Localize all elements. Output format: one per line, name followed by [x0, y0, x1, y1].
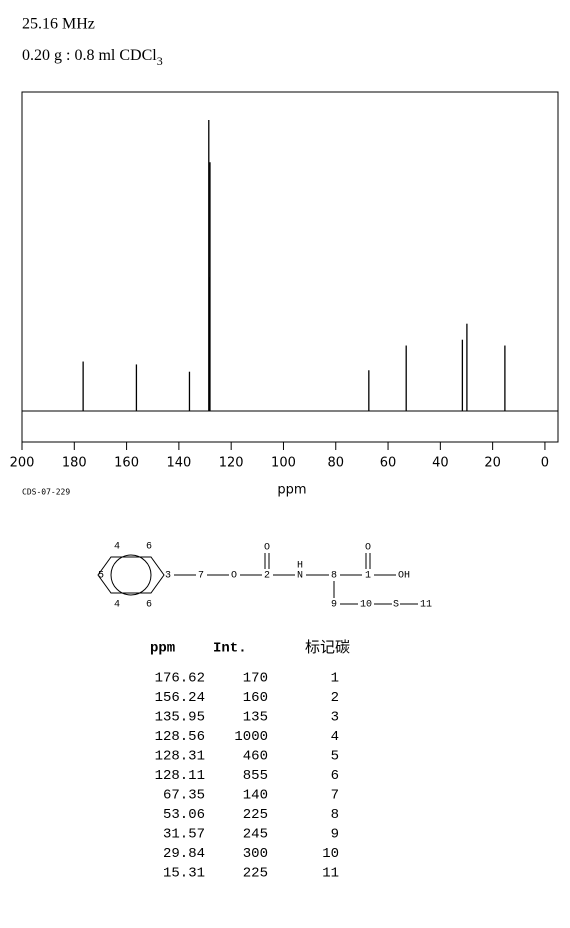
carbon-cell: 7 [331, 788, 339, 804]
atom-label: O [231, 571, 237, 582]
carbon-cell: 4 [331, 729, 339, 745]
x-axis-label: ppm [277, 483, 306, 498]
intensity-cell: 1000 [234, 729, 268, 745]
atom-label: 6 [146, 542, 152, 553]
carbon-cell: 5 [331, 749, 339, 765]
intensity-cell: 135 [243, 710, 268, 726]
atom-label: O [365, 543, 371, 554]
intensity-cell: 245 [243, 827, 268, 843]
intensity-cell: 225 [243, 866, 268, 882]
sample-subscript: 3 [157, 54, 163, 68]
x-tick-label: 100 [271, 456, 296, 471]
ring-circle [110, 554, 152, 596]
plot-frame [21, 91, 559, 443]
ppm-cell: 128.11 [155, 768, 205, 784]
intensity-cell: 225 [243, 807, 268, 823]
atom-label: O [264, 543, 270, 554]
atom-label: 7 [198, 571, 204, 582]
ppm-cell: 29.84 [163, 846, 205, 862]
code: CDS-07-229 [22, 488, 70, 497]
atom-label: 1 [365, 571, 371, 582]
ppm-cell: 176.62 [155, 671, 205, 687]
x-tick-label: 0 [541, 456, 549, 471]
ppm-cell: 156.24 [155, 690, 205, 706]
ppm-cell: 128.31 [155, 749, 205, 765]
atom-label: S [393, 600, 399, 611]
column-header: Int. [213, 641, 247, 657]
ppm-cell: 53.06 [163, 807, 205, 823]
atom-label: 4 [114, 600, 120, 611]
atom-label: N [297, 571, 303, 582]
sample: 0.20 g : 0.8 ml CDCl3 [22, 47, 163, 68]
intensity-cell: 460 [243, 749, 268, 765]
intensity-cell: 140 [243, 788, 268, 804]
atom-label: 6 [146, 600, 152, 611]
ppm-cell: 15.31 [163, 866, 205, 882]
intensity-cell: 160 [243, 690, 268, 706]
carbon-cell: 11 [322, 866, 339, 882]
atom-label: 9 [331, 600, 337, 611]
column-header: ppm [150, 641, 175, 657]
column-header: 标记碳 [305, 638, 350, 656]
structure: 4 6 5 3 4 6 7 O O 2 H N 8 O 1 OH 9 10 S … [97, 542, 432, 611]
atom-label: 4 [114, 542, 120, 553]
x-tick-label: 200 [10, 456, 35, 471]
sample-text: 0.20 g : 0.8 ml CDCl [22, 47, 157, 64]
x-tick-label: 60 [380, 456, 397, 471]
atom-label: 11 [420, 600, 432, 611]
intensity-cell: 300 [243, 846, 268, 862]
x-tick-label: 180 [62, 456, 87, 471]
carbon-cell: 2 [331, 690, 339, 706]
carbon-cell: 8 [331, 807, 339, 823]
ppm-cell: 31.57 [163, 827, 205, 843]
atom-label: H [297, 561, 303, 572]
ring [97, 556, 165, 594]
ppm-cell: 67.35 [163, 788, 205, 804]
x-tick-label: 120 [219, 456, 244, 471]
x-tick-label: 40 [432, 456, 449, 471]
ppm-cell: 135.95 [155, 710, 205, 726]
x-tick-label: 20 [484, 456, 501, 471]
carbon-cell: 3 [331, 710, 339, 726]
atom-label: 10 [360, 600, 372, 611]
frequency: 25.16 MHz [22, 16, 95, 33]
intensity-cell: 170 [243, 671, 268, 687]
carbon-cell: 6 [331, 768, 339, 784]
atom-label: OH [398, 571, 410, 582]
atom-label: 5 [98, 571, 104, 582]
carbon-cell: 10 [322, 846, 339, 862]
x-tick-label: 140 [166, 456, 191, 471]
atom-label: 2 [264, 571, 270, 582]
x-tick-label: 80 [327, 456, 344, 471]
carbon-cell: 1 [331, 671, 339, 687]
ppm-cell: 128.56 [155, 729, 205, 745]
carbon-cell: 9 [331, 827, 339, 843]
atom-label: 3 [165, 571, 171, 582]
intensity-cell: 855 [243, 768, 268, 784]
atom-label: 8 [331, 571, 337, 582]
x-tick-label: 160 [114, 456, 139, 471]
